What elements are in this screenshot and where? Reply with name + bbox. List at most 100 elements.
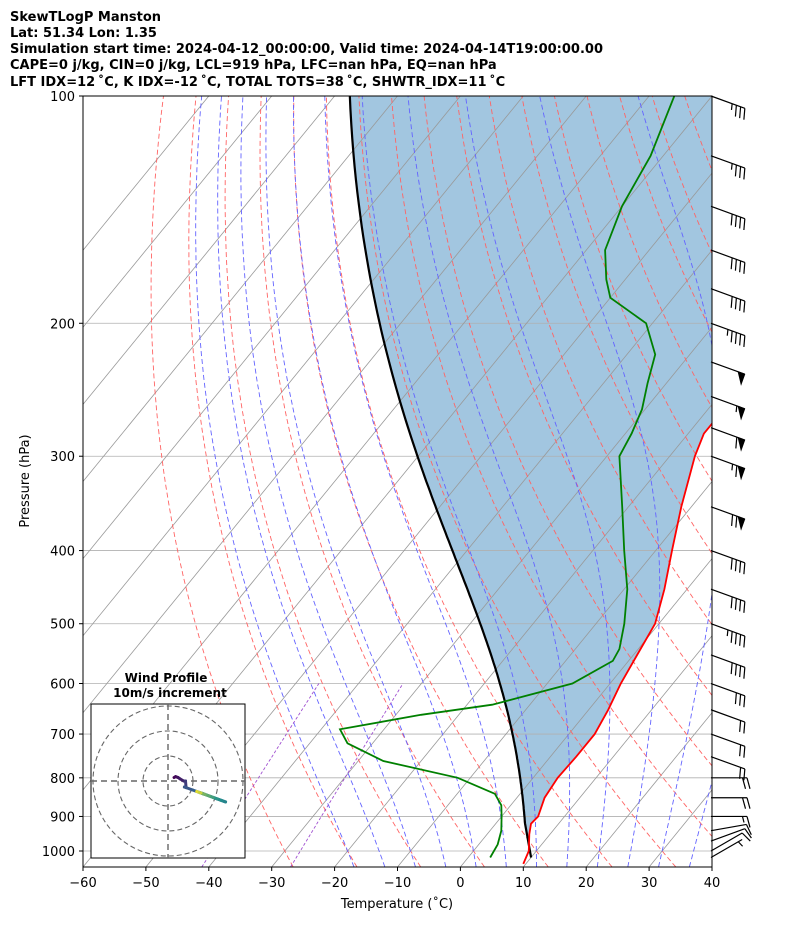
dry-adiabat-150 <box>744 79 794 867</box>
moist-adiabat-20 <box>465 96 611 867</box>
isotherm-10 <box>522 635 712 867</box>
hodograph-ring-2 <box>117 730 219 832</box>
wind-barb <box>710 709 746 734</box>
wind-barb <box>710 549 746 575</box>
dry-adiabat-60 <box>456 96 712 697</box>
y-tick-label: 100 <box>50 90 75 105</box>
wind-barb <box>710 361 746 386</box>
header-latlon: Lat: 51.34 Lon: 1.35 <box>10 26 157 41</box>
wind-barb <box>710 588 746 613</box>
moist-adiabat--5 <box>265 96 447 867</box>
dry-adiabat-40 <box>391 96 712 838</box>
dewpoint-profile-line <box>338 96 676 858</box>
mixing-ratio-line-1 <box>201 683 320 867</box>
isotherm--120 <box>83 96 335 406</box>
header-times: Simulation start time: 2024-04-12_00:00:… <box>10 42 603 57</box>
header-cape: CAPE=0 j/kg, CIN=0 j/kg, LCL=919 hPa, LF… <box>10 58 497 73</box>
moist-adiabat-40 <box>720 96 794 867</box>
wind-barb <box>710 623 746 648</box>
wind-barb <box>710 95 746 120</box>
isotherm--140 <box>83 96 210 251</box>
y-tick-label: 200 <box>50 317 75 332</box>
header-station: SkewTLogP Manston <box>10 10 161 25</box>
dry-adiabat-0 <box>259 96 485 867</box>
wind-barb <box>710 838 744 859</box>
wind-barb <box>710 395 746 421</box>
isotherm--90 <box>83 96 524 637</box>
dry-adiabat-100 <box>586 96 712 409</box>
moist-adiabat-0 <box>293 96 477 867</box>
parcel-profile-line <box>348 96 533 858</box>
isotherm--30 <box>271 326 712 867</box>
isotherm-50 <box>775 96 794 867</box>
x-tick-label: −10 <box>384 876 411 891</box>
y-tick-label: 600 <box>50 678 75 693</box>
isotherm--100 <box>83 96 461 560</box>
isotherm--40 <box>208 249 712 867</box>
dry-adiabat--10 <box>224 96 422 867</box>
x-tick-label: −50 <box>132 876 159 891</box>
y-axis-label: Pressure (hPa) <box>18 434 33 527</box>
wind-barb <box>711 777 751 789</box>
moist-adiabat--15 <box>217 96 386 867</box>
wind-barb <box>710 249 746 274</box>
isotherm-0 <box>460 557 712 867</box>
dry-adiabat-90 <box>553 96 712 483</box>
hodograph <box>91 704 245 858</box>
moist-adiabat-30 <box>637 96 712 867</box>
wind-barb <box>710 654 746 679</box>
isotherm--10 <box>397 480 712 867</box>
wind-profile-inset: Wind Profile 10m/s increment <box>90 671 246 859</box>
dry-adiabat-20 <box>325 96 613 867</box>
y-tick-label: 1000 <box>42 845 75 860</box>
y-tick-label: 400 <box>50 545 75 560</box>
dry-adiabat-50 <box>423 96 712 767</box>
dry-adiabat--20 <box>188 96 358 867</box>
wind-barb <box>710 682 746 708</box>
moist-adiabat-15 <box>407 96 571 867</box>
moist-adiabat-5 <box>324 96 507 867</box>
wind-barb <box>710 455 746 481</box>
isotherm--110 <box>83 96 398 483</box>
y-tick-label: 900 <box>50 810 75 825</box>
x-tick-label: 30 <box>641 876 658 891</box>
isotherm--80 <box>83 96 587 714</box>
x-tick-label: −40 <box>195 876 222 891</box>
axis-ticks: −60 −50 −40 −30 −20 −10 0 10 20 30 40 1000 900 800 700… <box>42 90 720 891</box>
moist-adiabats <box>195 96 794 867</box>
isotherm--20 <box>334 403 712 867</box>
cin-shaded-region <box>349 96 712 838</box>
dry-adiabat-140 <box>712 79 794 867</box>
wind-barb <box>710 756 746 781</box>
wind-barb <box>710 823 752 836</box>
profiles <box>338 96 712 865</box>
x-tick-label: 0 <box>456 876 464 891</box>
y-tick-label: 700 <box>50 728 75 743</box>
y-tick-label: 500 <box>50 618 75 633</box>
x-axis-label: Temperature (˚C) <box>340 896 453 912</box>
y-tick-label: 300 <box>50 450 75 465</box>
mixing-ratio-lines <box>201 683 404 867</box>
wind-barb <box>710 205 746 231</box>
wind-barb <box>710 828 752 842</box>
moist-adiabat--10 <box>240 96 416 867</box>
cape-cin-shading <box>349 96 712 838</box>
dry-adiabat-160 <box>776 79 794 867</box>
x-tick-label: 20 <box>578 876 595 891</box>
inset-subtitle: 10m/s increment <box>113 686 227 700</box>
wind-barb <box>711 797 751 809</box>
y-tick-label: 800 <box>50 772 75 787</box>
wind-barb <box>710 506 746 531</box>
moist-adiabat--20 <box>195 96 355 867</box>
inset-title: Wind Profile <box>125 671 208 685</box>
x-tick-label: 40 <box>704 876 721 891</box>
wind-barb <box>710 155 746 180</box>
x-tick-label: −30 <box>258 876 285 891</box>
wind-barb <box>710 733 746 758</box>
temperature-profile-line <box>522 422 712 865</box>
dry-adiabat-10 <box>293 96 549 867</box>
dry-adiabat-70 <box>488 96 712 626</box>
header-indices: LFT IDX=12 ˚C, K IDX=-12 ˚C, TOTAL TOTS=… <box>10 74 505 90</box>
wind-barb <box>710 288 746 313</box>
